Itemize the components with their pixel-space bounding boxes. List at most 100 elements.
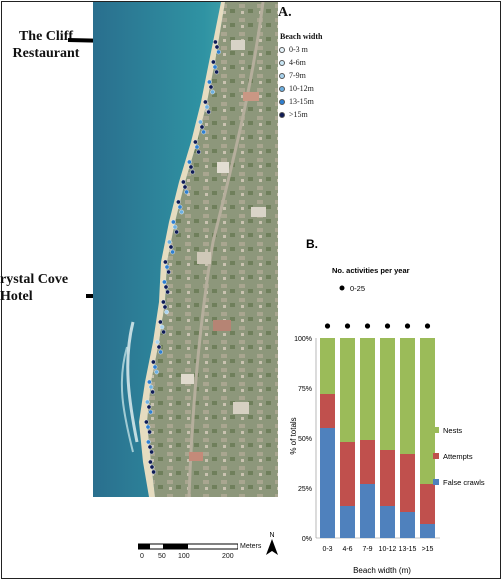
scale-bar — [138, 543, 238, 550]
beach-width-point — [145, 424, 151, 430]
callout-crystal-cove-hotel: rystal Cove Hotel — [0, 272, 69, 304]
beach-width-point — [164, 309, 169, 315]
beach-width-point — [162, 279, 167, 285]
legend-item-13-15: 13-15m — [279, 97, 314, 107]
beach-width-point — [170, 249, 175, 255]
legend-swatch — [279, 47, 285, 54]
building — [181, 374, 194, 384]
beach-width-point — [174, 229, 179, 235]
beach-width-point — [211, 59, 216, 65]
y-tick-label: 0% — [302, 536, 312, 543]
beach-width-point — [156, 344, 162, 350]
beach-width-point — [149, 449, 154, 455]
beach-width-point — [171, 219, 176, 225]
y-axis-label: % of totals — [289, 417, 298, 454]
bar-segment — [420, 338, 435, 484]
bar-segment — [420, 484, 435, 524]
beach-width-point — [155, 339, 160, 345]
legend-item-4-6: 4-6m — [279, 58, 306, 68]
activity-dot — [324, 323, 331, 329]
scale-tick-200: 200 — [222, 553, 234, 560]
beach-width-point — [149, 464, 155, 470]
beach-width-point — [165, 289, 170, 295]
beach-width-point — [147, 444, 153, 450]
beach-width-chart: B. No. activities per year 0-25 % of tot… — [289, 237, 485, 575]
activity-legend-dot — [339, 285, 345, 291]
beach-width-point — [145, 399, 150, 405]
activity-dot — [364, 323, 371, 329]
x-axis-label: Beach width (m) — [353, 566, 411, 575]
x-tick-label: 7-9 — [362, 546, 372, 553]
beach-width-point — [176, 199, 181, 205]
beach-width-point — [167, 239, 172, 245]
chart-legend-label: Nests — [443, 426, 462, 435]
bar-segment — [360, 338, 375, 440]
beach-width-point — [159, 324, 165, 330]
legend-swatch — [279, 99, 285, 106]
beach-width-point — [161, 299, 166, 305]
satellite-map-image — [93, 2, 278, 497]
legend-swatch — [279, 112, 285, 119]
beach-width-point — [151, 469, 156, 475]
building — [233, 402, 249, 414]
beach-width-point — [188, 164, 194, 170]
activity-dot — [424, 323, 431, 329]
bar-segment — [420, 524, 435, 538]
beach-width-point — [158, 319, 163, 325]
beach-width-point — [181, 179, 186, 185]
chart-legend-label: Attempts — [443, 452, 473, 461]
beach-width-point — [148, 409, 153, 415]
beach-width-point — [187, 159, 192, 165]
activity-dot — [384, 323, 391, 329]
beach-width-point — [206, 109, 211, 115]
activity-legend-title: No. activities per year — [332, 266, 410, 275]
bar-segment — [320, 338, 335, 394]
legend-item-gt-15: >15m — [279, 110, 308, 120]
north-arrow-icon — [266, 539, 278, 555]
beach-width-point — [166, 269, 171, 275]
bar-segment — [340, 506, 355, 538]
beach-width-point — [193, 139, 198, 145]
building — [213, 320, 231, 331]
beach-width-point — [207, 79, 212, 85]
chart-legend-swatch — [433, 427, 439, 433]
beach-width-point — [148, 459, 153, 465]
panel-label-b: B. — [306, 237, 318, 251]
scale-unit: Meters — [240, 543, 262, 550]
beach-width-point — [190, 169, 195, 175]
bar-segment — [340, 442, 355, 506]
scale-tick-0: 0 — [140, 553, 144, 560]
chart-legend-swatch — [433, 479, 439, 485]
x-tick-label: 4-6 — [342, 546, 352, 553]
building — [197, 252, 211, 264]
surf-line — [126, 321, 139, 443]
activity-dot — [404, 323, 411, 329]
chart-legend: Nests Attempts False crawls — [433, 426, 485, 487]
beach-width-point — [210, 89, 215, 95]
beach-width-point — [147, 379, 152, 385]
beach-width-point — [204, 104, 210, 110]
beach-width-point — [179, 209, 184, 215]
y-tick-label: 25% — [298, 486, 312, 493]
callout-cliff-restaurant: The Cliff Restaurant — [12, 29, 80, 61]
beach-width-point — [161, 329, 166, 335]
activity-legend-item: 0-25 — [350, 284, 365, 293]
panel-label-a: A. — [278, 5, 292, 20]
beach-width-point — [199, 124, 205, 130]
building — [251, 207, 266, 217]
beach-width-point — [158, 349, 163, 355]
bar-segment — [380, 450, 395, 506]
x-tick-label: 0-3 — [322, 546, 332, 553]
beach-width-point — [196, 149, 201, 155]
beach-width-point — [144, 419, 149, 425]
beach-width-point — [213, 39, 218, 45]
bar-segment — [400, 338, 415, 454]
beach-width-point — [163, 259, 168, 265]
building — [231, 40, 245, 50]
bar-segment — [320, 394, 335, 428]
beach-width-point — [146, 404, 152, 410]
legend-item-7-9: 7-9m — [279, 71, 306, 81]
beach-width-point — [177, 204, 183, 210]
beach-width-point — [154, 369, 159, 375]
